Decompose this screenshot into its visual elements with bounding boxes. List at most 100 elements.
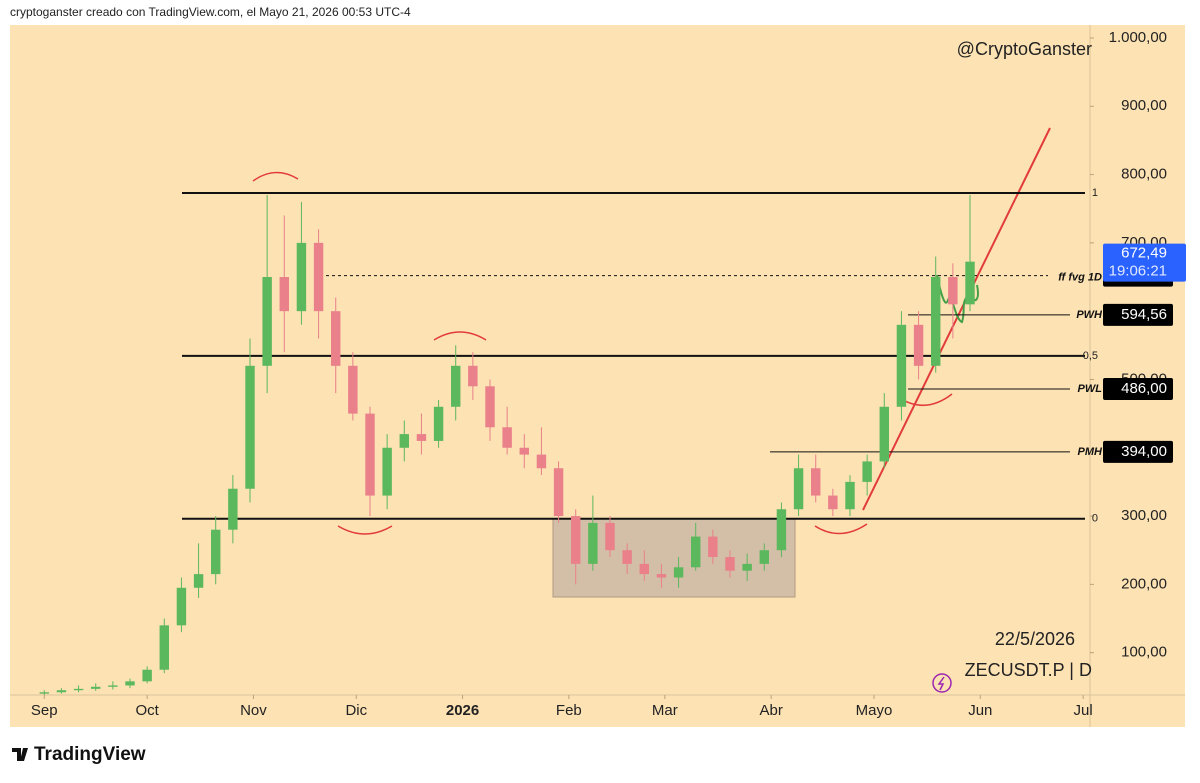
candle-body — [965, 261, 975, 305]
x-tick-label: Mar — [652, 702, 678, 719]
last-price-label: 672,49 — [1121, 245, 1167, 262]
y-tick-label: 200,00 — [1121, 575, 1167, 592]
candle-body — [56, 690, 67, 693]
price-tag-label: 394,00 — [1121, 443, 1167, 460]
x-tick-label: Dic — [345, 702, 367, 719]
price-tag — [1103, 378, 1173, 401]
candle-body — [91, 686, 101, 689]
header: cryptoganster creado con TradingView.com… — [10, 5, 411, 19]
x-tick-label: Mayo — [856, 702, 893, 719]
candle-body — [331, 311, 341, 366]
candle-body — [485, 386, 495, 428]
candle-body — [931, 277, 941, 366]
candle-body — [313, 242, 324, 312]
x-tick-label: Feb — [556, 702, 582, 719]
candle-body — [228, 488, 238, 530]
fib-label: 1 — [1092, 187, 1098, 199]
candle-body — [519, 447, 529, 455]
candle-body — [399, 434, 409, 448]
candle-body — [862, 461, 872, 482]
candle-body — [245, 365, 255, 489]
candle-body — [348, 365, 358, 414]
candle-body — [913, 324, 924, 366]
last-price-tag — [1103, 243, 1186, 282]
date-note: 22/5/2026 — [995, 629, 1075, 649]
candle-body — [433, 406, 444, 441]
level-name: PMH — [1078, 446, 1104, 458]
x-tick-label: Abr — [759, 702, 782, 719]
arc — [252, 171, 299, 182]
candle-body — [279, 277, 289, 312]
candle-body — [211, 529, 221, 575]
chart-area — [10, 25, 1185, 727]
candle-body — [605, 522, 615, 551]
candle-body — [176, 587, 187, 626]
level-name: PWH — [1076, 309, 1103, 321]
candle-body — [673, 567, 684, 578]
y-tick-label: 100,00 — [1121, 644, 1167, 661]
candle-body — [39, 692, 49, 694]
candle-body — [742, 563, 752, 571]
candle-body — [365, 413, 375, 496]
candle-body — [296, 242, 307, 312]
candle-body — [451, 365, 461, 407]
candle-body — [639, 563, 649, 575]
candle-body — [776, 509, 787, 551]
x-tick-label: Jul — [1074, 702, 1093, 719]
logo-mark — [12, 748, 28, 761]
candle-body — [382, 447, 392, 496]
x-tick-label: Sep — [31, 702, 58, 719]
level-name: PWL — [1078, 383, 1103, 395]
logo: TradingView — [12, 744, 146, 765]
candle-body — [845, 481, 855, 510]
y-tick-label: 900,00 — [1121, 97, 1167, 114]
watermark: @CryptoGanster — [957, 39, 1092, 59]
candle-body — [108, 685, 118, 687]
arc — [814, 523, 868, 535]
candle-body — [622, 550, 632, 564]
x-tick-label: Oct — [135, 702, 159, 719]
fib-label: 0 — [1092, 513, 1098, 525]
candle-body — [725, 557, 735, 571]
trend-line — [862, 127, 1051, 511]
candle-body — [125, 681, 135, 686]
x-tick-label: Jun — [968, 702, 992, 719]
candle-body — [811, 468, 821, 496]
x-tick-label: Nov — [240, 702, 267, 719]
candle-body — [708, 536, 718, 558]
candle-body — [262, 277, 272, 366]
symbol: ZECUSDT.P | D — [965, 660, 1092, 680]
price-tag-label: 594,56 — [1121, 306, 1167, 323]
arc — [433, 331, 487, 341]
brand: TradingView — [34, 744, 146, 765]
y-tick-label: 300,00 — [1121, 507, 1167, 524]
candle-body — [948, 277, 958, 305]
candle-body — [468, 365, 478, 387]
candle-body — [759, 550, 769, 564]
candle-body — [588, 522, 598, 564]
candle-body — [536, 454, 547, 469]
countdown: 19:06:21 — [1109, 263, 1167, 280]
y-tick-label: 800,00 — [1121, 166, 1167, 183]
candle-body — [416, 434, 427, 441]
y-tick-label: 1.000,00 — [1109, 29, 1167, 46]
candle-body — [73, 688, 84, 691]
candle-body — [879, 406, 889, 462]
flash-icon-bolt — [937, 676, 945, 691]
candle-body — [828, 495, 838, 510]
level-name: ff fvg 1D — [1058, 272, 1102, 284]
candle-body — [502, 427, 512, 448]
candle-body — [142, 669, 152, 682]
price-tag — [1103, 440, 1173, 463]
candle-body — [691, 536, 701, 568]
price-tag-label: 486,00 — [1121, 380, 1167, 397]
flash-icon[interactable] — [932, 673, 952, 693]
candle-body — [793, 468, 804, 510]
arc — [337, 525, 393, 535]
candle-body — [656, 574, 667, 578]
candle-body — [896, 324, 907, 407]
candle-body — [553, 468, 564, 517]
candle-body — [159, 625, 169, 670]
